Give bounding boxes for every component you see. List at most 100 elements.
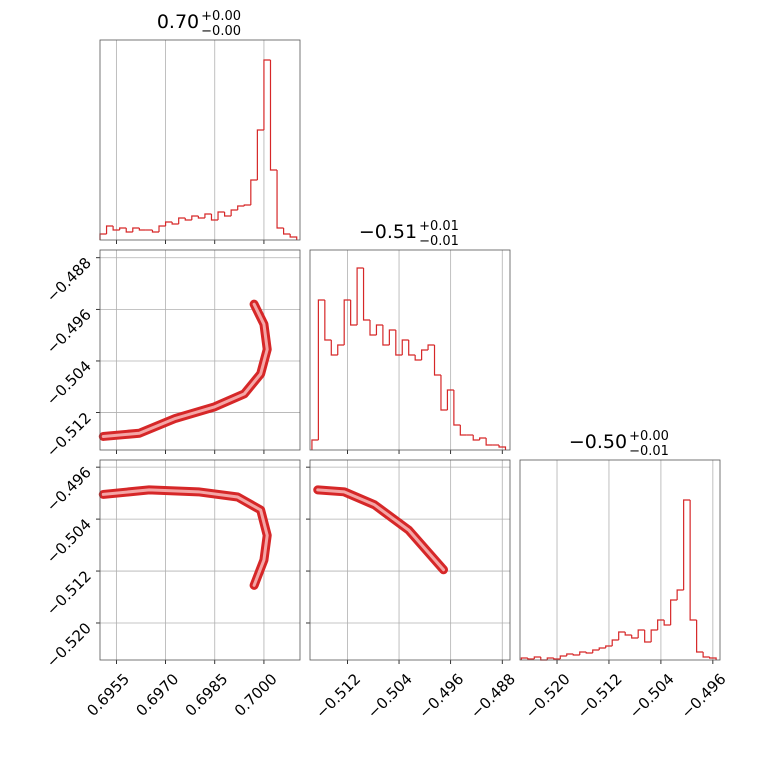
histogram-step xyxy=(119,227,127,230)
histogram-step xyxy=(324,300,332,341)
histogram-step xyxy=(283,228,291,235)
histogram-step xyxy=(330,340,338,356)
histogram-step xyxy=(650,629,658,642)
x-tick-label: −0.520 xyxy=(522,670,574,722)
y-tick-label: −0.512 xyxy=(43,567,95,619)
histogram-step xyxy=(184,218,192,221)
x-tick-label: 0.7000 xyxy=(231,670,281,720)
histogram-step xyxy=(395,330,403,356)
histogram-step xyxy=(237,205,245,210)
histogram-step xyxy=(540,657,548,661)
histogram-step xyxy=(676,589,684,600)
histogram-step xyxy=(689,500,697,621)
panel-title: −0.50 xyxy=(569,431,627,453)
contour-inner xyxy=(316,488,446,572)
histogram-step xyxy=(125,228,133,233)
histogram-step xyxy=(598,647,606,650)
axes-frame xyxy=(309,249,511,451)
y-tick-label: −0.496 xyxy=(43,463,95,515)
x-tick-label: −0.512 xyxy=(312,670,364,722)
histogram-step xyxy=(382,325,390,346)
histogram-step xyxy=(369,320,377,336)
axes-frame xyxy=(519,459,721,661)
histogram-step xyxy=(256,129,264,180)
histogram-step xyxy=(132,227,140,232)
histogram-step xyxy=(158,225,166,232)
histogram-step xyxy=(362,268,370,321)
histogram-step xyxy=(637,629,645,638)
contour-outer xyxy=(313,485,449,575)
histogram-step xyxy=(572,654,580,656)
histogram-step xyxy=(276,170,284,229)
title-upper-error: +0.00 xyxy=(629,429,669,444)
y-tick-label: −0.512 xyxy=(43,409,95,461)
histogram-step xyxy=(631,635,639,639)
histogram-step xyxy=(498,445,507,450)
histogram-step xyxy=(696,620,704,653)
histogram-step xyxy=(427,344,435,350)
histogram-step xyxy=(250,179,258,205)
histogram-step xyxy=(657,619,665,630)
histogram-step xyxy=(388,329,396,345)
x-tick-label: −0.496 xyxy=(678,670,730,722)
panel-title: 0.70 xyxy=(157,11,199,33)
histogram-step xyxy=(99,233,107,240)
histogram-step xyxy=(585,652,593,654)
histogram-step xyxy=(204,213,212,218)
histogram-step xyxy=(105,225,114,234)
histogram-step xyxy=(356,267,364,325)
histogram-step xyxy=(171,222,179,225)
histogram-step xyxy=(546,657,554,660)
histogram-step xyxy=(670,599,678,625)
histogram-step xyxy=(337,344,345,355)
x-tick-label: 0.6985 xyxy=(182,670,232,720)
histogram-step xyxy=(440,375,448,411)
histogram-step xyxy=(702,652,710,658)
histogram-step xyxy=(611,639,619,646)
histogram-step xyxy=(112,226,120,231)
histogram-step xyxy=(223,212,232,217)
x-tick-label: −0.504 xyxy=(626,670,678,722)
histogram-step xyxy=(243,204,251,206)
panel-title: −0.51 xyxy=(359,221,417,243)
histogram-step xyxy=(644,630,652,643)
title-lower-error: −0.01 xyxy=(629,444,669,459)
histogram-step xyxy=(350,300,358,326)
histogram-step xyxy=(479,437,487,440)
title-value: −0.51 xyxy=(359,221,417,243)
histogram-step xyxy=(559,655,567,659)
histogram-step xyxy=(263,59,271,130)
axes-frame xyxy=(99,249,301,451)
axes-frame xyxy=(99,459,301,661)
title-upper-error: +0.00 xyxy=(201,9,241,24)
histogram-step xyxy=(624,632,632,636)
histogram-step xyxy=(618,631,626,640)
histogram-step xyxy=(408,340,416,356)
histogram-step xyxy=(191,215,199,220)
x-tick-label: 0.6970 xyxy=(132,670,182,720)
histogram-step xyxy=(151,230,160,233)
histogram-step xyxy=(230,209,238,216)
histogram-step xyxy=(533,656,541,659)
histogram-step xyxy=(421,349,429,360)
title-lower-error: −0.00 xyxy=(201,24,241,39)
y-tick-label: −0.496 xyxy=(43,305,95,357)
histogram-step xyxy=(401,339,409,355)
histogram-step xyxy=(553,658,561,660)
histogram-step xyxy=(683,499,691,590)
histogram-step xyxy=(414,355,422,361)
histogram-step xyxy=(446,389,454,410)
title-value: −0.50 xyxy=(569,431,627,453)
y-tick-label: −0.488 xyxy=(43,254,95,306)
histogram-step xyxy=(709,657,717,660)
histogram-step xyxy=(453,390,461,426)
histogram-step xyxy=(485,438,493,446)
title-lower-error: −0.01 xyxy=(419,234,459,249)
axes-frame xyxy=(99,39,301,241)
histogram-step xyxy=(138,228,146,231)
histogram-step xyxy=(178,217,186,224)
histogram-step xyxy=(592,649,600,653)
x-tick-label: −0.504 xyxy=(364,670,416,722)
